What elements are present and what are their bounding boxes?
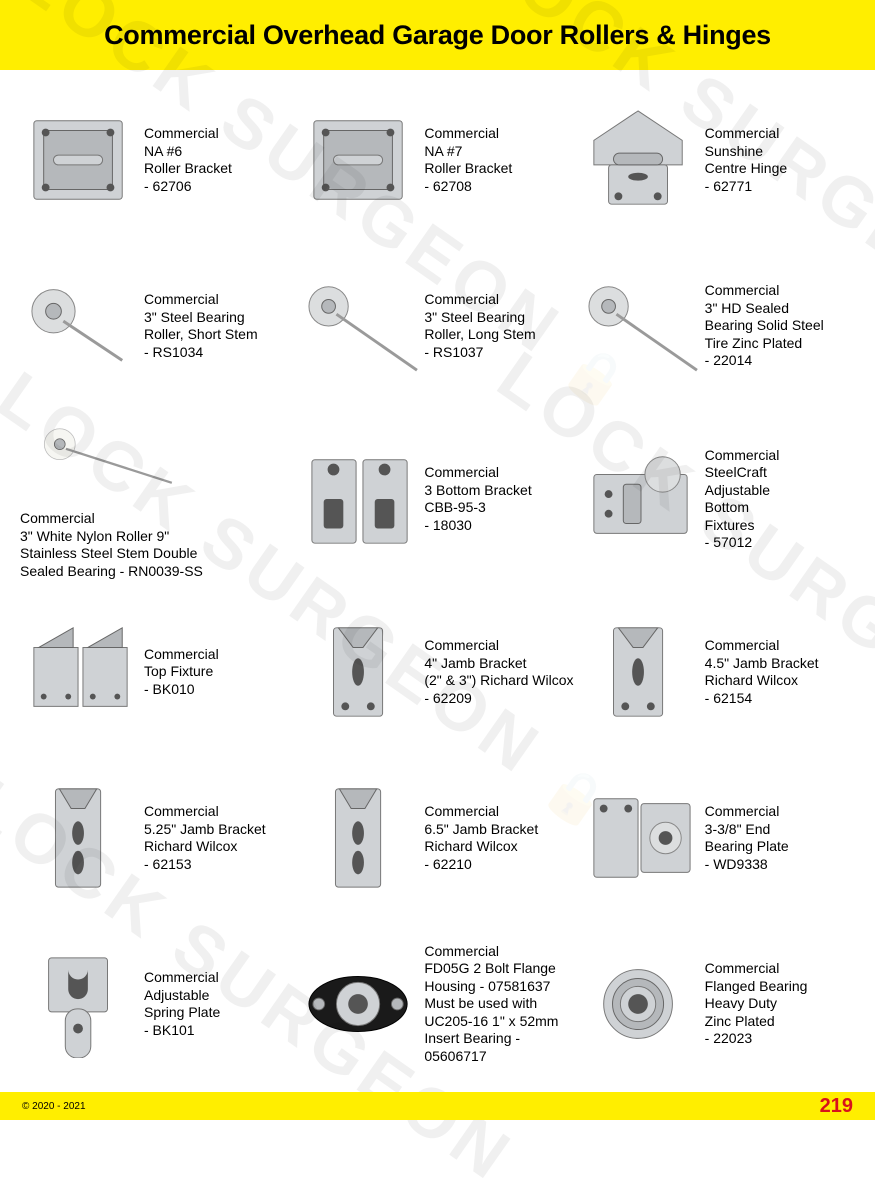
product-description: Commercial SteelCraft Adjustable Bottom …: [701, 447, 780, 552]
page-footer: © 2020 - 2021 219: [0, 1092, 875, 1120]
product-description: Commercial Adjustable Spring Plate - BK1…: [140, 969, 220, 1039]
page-number: 219: [820, 1095, 853, 1118]
product-item: Commercial Adjustable Spring Plate - BK1…: [20, 924, 294, 1084]
product-description: Commercial 4.5" Jamb Bracket Richard Wil…: [701, 637, 819, 707]
product-item: Commercial 4.5" Jamb Bracket Richard Wil…: [581, 592, 855, 752]
product-item: Commercial Top Fixture - BK010: [20, 592, 294, 752]
product-image: [581, 617, 701, 727]
product-image: [20, 949, 140, 1059]
product-description: Commercial 4" Jamb Bracket (2" & 3") Ric…: [420, 637, 573, 707]
product-image: [581, 271, 701, 381]
product-image: [300, 105, 420, 215]
product-item: Commercial 3" Steel Bearing Roller, Shor…: [20, 246, 294, 406]
product-description: Commercial Sunshine Centre Hinge - 62771: [701, 125, 788, 195]
product-description: Commercial 3-3/8" End Bearing Plate - WD…: [701, 803, 789, 873]
product-description: Commercial 3" HD Sealed Bearing Solid St…: [701, 282, 824, 370]
content-area: Commercial NA #6 Roller Bracket - 62706 C…: [0, 70, 875, 1084]
product-image: [20, 783, 140, 893]
product-image: [20, 617, 140, 727]
product-description: Commercial 3" Steel Bearing Roller, Shor…: [140, 291, 258, 361]
product-description: Commercial 5.25" Jamb Bracket Richard Wi…: [140, 803, 266, 873]
product-item: Commercial 3" Steel Bearing Roller, Long…: [300, 246, 574, 406]
product-description: Commercial 3" White Nylon Roller 9" Stai…: [20, 508, 203, 580]
product-item: Commercial 3-3/8" End Bearing Plate - WD…: [581, 758, 855, 918]
product-image: [300, 617, 420, 727]
product-image: [581, 783, 701, 893]
product-item: Commercial NA #6 Roller Bracket - 62706: [20, 80, 294, 240]
page-title: Commercial Overhead Garage Door Rollers …: [104, 20, 771, 51]
product-item: Commercial Flanged Bearing Heavy Duty Zi…: [581, 924, 855, 1084]
product-item: Commercial 3 Bottom Bracket CBB-95-3 - 1…: [300, 412, 574, 586]
product-description: Commercial Top Fixture - BK010: [140, 646, 219, 699]
product-item: Commercial NA #7 Roller Bracket - 62708: [300, 80, 574, 240]
product-image: [20, 418, 200, 508]
product-item: Commercial 5.25" Jamb Bracket Richard Wi…: [20, 758, 294, 918]
product-description: Commercial NA #7 Roller Bracket - 62708: [420, 125, 512, 195]
product-description: Commercial NA #6 Roller Bracket - 62706: [140, 125, 232, 195]
product-item: Commercial Sunshine Centre Hinge - 62771: [581, 80, 855, 240]
product-item: Commercial FD05G 2 Bolt Flange Housing -…: [300, 924, 574, 1084]
product-image: [581, 949, 701, 1059]
product-description: Commercial 6.5" Jamb Bracket Richard Wil…: [420, 803, 538, 873]
copyright: © 2020 - 2021: [22, 1101, 86, 1112]
product-grid: Commercial NA #6 Roller Bracket - 62706 C…: [20, 80, 855, 1084]
product-image: [300, 949, 420, 1059]
product-image: [300, 271, 420, 381]
product-description: Commercial 3" Steel Bearing Roller, Long…: [420, 291, 535, 361]
product-description: Commercial FD05G 2 Bolt Flange Housing -…: [420, 943, 574, 1066]
product-item: Commercial 3" HD Sealed Bearing Solid St…: [581, 246, 855, 406]
product-image: [300, 444, 420, 554]
product-image: [20, 271, 140, 381]
product-image: [20, 105, 140, 215]
product-item: Commercial 6.5" Jamb Bracket Richard Wil…: [300, 758, 574, 918]
product-image: [581, 444, 701, 554]
product-image: [581, 105, 701, 215]
product-item: Commercial 3" White Nylon Roller 9" Stai…: [20, 412, 294, 586]
product-description: Commercial Flanged Bearing Heavy Duty Zi…: [701, 960, 808, 1048]
product-item: Commercial 4" Jamb Bracket (2" & 3") Ric…: [300, 592, 574, 752]
page-header: Commercial Overhead Garage Door Rollers …: [0, 0, 875, 70]
product-item: Commercial SteelCraft Adjustable Bottom …: [581, 412, 855, 586]
product-image: [300, 783, 420, 893]
product-description: Commercial 3 Bottom Bracket CBB-95-3 - 1…: [420, 464, 531, 534]
